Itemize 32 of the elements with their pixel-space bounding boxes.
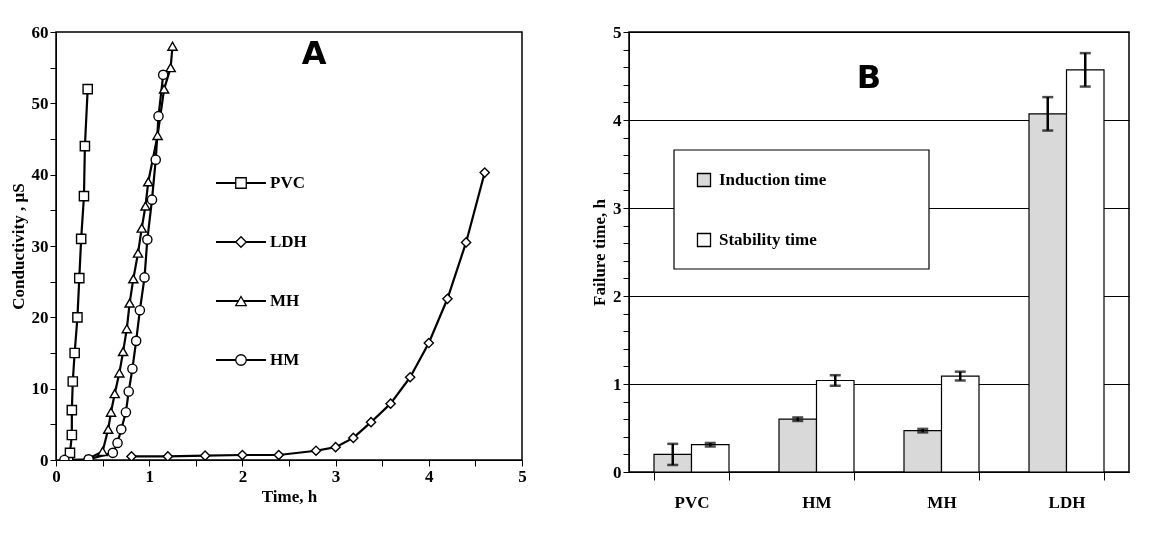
y-tick-label: 2 [613,286,622,306]
x-tick-label: LDH [1048,492,1086,512]
y-tick-label: 3 [613,198,622,218]
legend-label: HM [270,350,300,369]
legend-label: Stability time [719,230,818,249]
y-tick-label: 30 [31,236,49,256]
y-axis-title: Failure time, h [590,198,609,306]
x-tick-label: HM [802,492,832,512]
legend-label: PVC [270,173,305,192]
y-tick-label: 5 [613,22,622,42]
legend-label: LDH [270,232,307,251]
y-tick-label: 20 [31,307,49,327]
x-tick-label: 5 [518,466,527,486]
x-tick-label: 1 [145,466,154,486]
x-tick-label: 2 [238,466,248,486]
annotation: A [301,34,327,72]
y-tick-label: 4 [613,110,622,130]
x-tick-label: MH [927,492,957,512]
legend-label: Induction time [719,170,827,189]
y-tick-label: 1 [613,374,622,394]
annotation: B [856,58,882,96]
y-tick-label: 40 [31,165,49,185]
x-axis-title: Time, h [261,486,318,506]
y-tick-label: 10 [31,379,49,399]
y-tick-label: 0 [40,450,49,470]
y-tick-label: 60 [31,22,49,42]
x-tick-label: 4 [425,466,435,486]
x-tick-label: PVC [674,492,710,512]
x-tick-label: 3 [331,466,341,486]
y-tick-label: 50 [31,93,49,113]
legend-label: MH [270,291,300,310]
y-axis-title: Conductivity , µS [8,183,28,310]
